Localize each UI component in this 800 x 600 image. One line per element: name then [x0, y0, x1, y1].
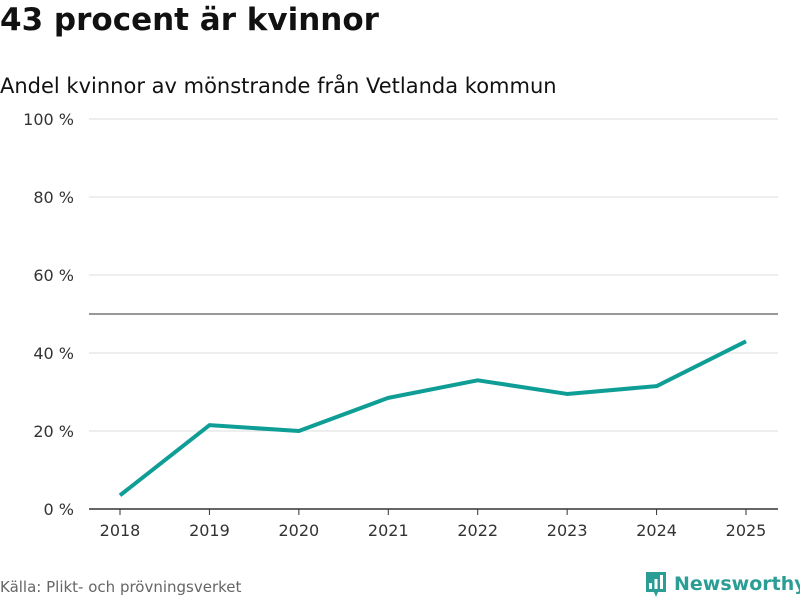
x-tick-label: 2023	[547, 521, 588, 540]
series-line	[118, 339, 747, 497]
x-tick-label: 2020	[278, 521, 319, 540]
x-tick-label: 2018	[100, 521, 141, 540]
x-axis: 2018 2019 2020 2021 2022 2023 2024 2025	[89, 508, 778, 540]
brand-logo: Newsworthy	[644, 570, 800, 598]
chart-title: 43 procent är kvinnor	[0, 2, 379, 38]
source-note: Källa: Plikt- och prövningsverket	[0, 578, 242, 596]
y-tick-label: 60 %	[33, 266, 74, 285]
grid-lines	[89, 118, 778, 432]
y-axis-ticks: 0 % 20 % 40 % 60 % 80 % 100 %	[23, 110, 74, 519]
x-tick-label: 2025	[726, 521, 767, 540]
y-tick-label: 40 %	[33, 344, 74, 363]
x-tick-label: 2022	[457, 521, 498, 540]
y-tick-label: 80 %	[33, 188, 74, 207]
line-chart: 0 % 20 % 40 % 60 % 80 % 100 % 2018 2019 2020 202…	[23, 110, 778, 540]
x-tick-label: 2019	[189, 521, 230, 540]
bar-chart-icon	[646, 572, 666, 597]
x-tick-label: 2024	[636, 521, 677, 540]
series-line-group	[118, 339, 747, 497]
brand-name: Newsworthy	[674, 573, 800, 595]
y-tick-label: 100 %	[23, 110, 74, 129]
chart-subtitle: Andel kvinnor av mönstrande från Vetland…	[0, 74, 557, 98]
y-tick-label: 20 %	[33, 422, 74, 441]
x-tick-label: 2021	[368, 521, 409, 540]
y-tick-label: 0 %	[44, 500, 74, 519]
